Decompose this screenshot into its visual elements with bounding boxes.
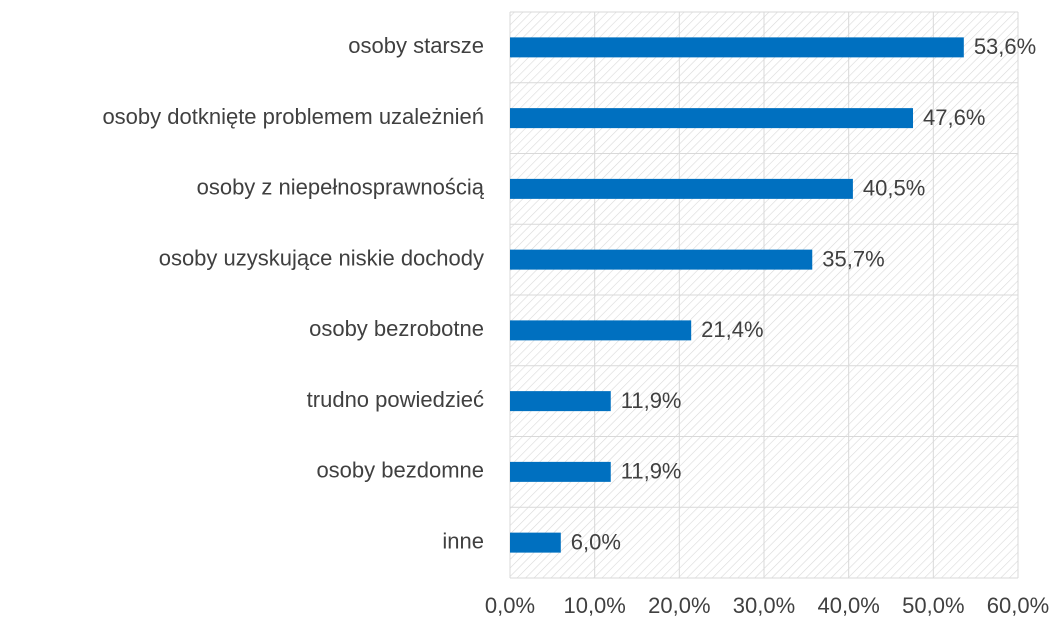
x-tick-label: 30,0% (733, 593, 795, 618)
data-label: 40,5% (863, 176, 925, 201)
y-tick-label: osoby dotknięte problemem uzależnień (102, 104, 484, 129)
data-label: 11,9% (621, 388, 682, 413)
data-label: 21,4% (701, 317, 763, 342)
y-tick-label: osoby bezrobotne (309, 316, 484, 341)
x-tick-label: 0,0% (485, 593, 535, 618)
bar (510, 37, 964, 58)
bar (510, 249, 813, 270)
x-tick-label: 20,0% (648, 593, 710, 618)
y-tick-label: trudno powiedzieć (307, 387, 484, 412)
y-tick-label: osoby uzyskujące niskie dochody (159, 245, 484, 270)
y-tick-label: osoby z niepełnosprawnością (197, 175, 485, 200)
data-label: 53,6% (974, 34, 1036, 59)
x-tick-label: 10,0% (563, 593, 625, 618)
x-tick-label: 60,0% (987, 593, 1049, 618)
bar (510, 108, 914, 129)
y-tick-label: osoby bezdomne (316, 458, 484, 483)
y-tick-label: inne (442, 528, 484, 553)
bar (510, 391, 611, 412)
data-label: 6,0% (571, 529, 621, 554)
bar (510, 461, 611, 482)
data-label: 47,6% (923, 105, 985, 130)
bar (510, 320, 692, 341)
bar (510, 178, 853, 199)
bar (510, 532, 561, 553)
data-label: 35,7% (822, 246, 884, 271)
y-tick-label: osoby starsze (348, 33, 484, 58)
data-label: 11,9% (621, 459, 682, 484)
x-tick-label: 50,0% (902, 593, 964, 618)
x-tick-label: 40,0% (817, 593, 879, 618)
